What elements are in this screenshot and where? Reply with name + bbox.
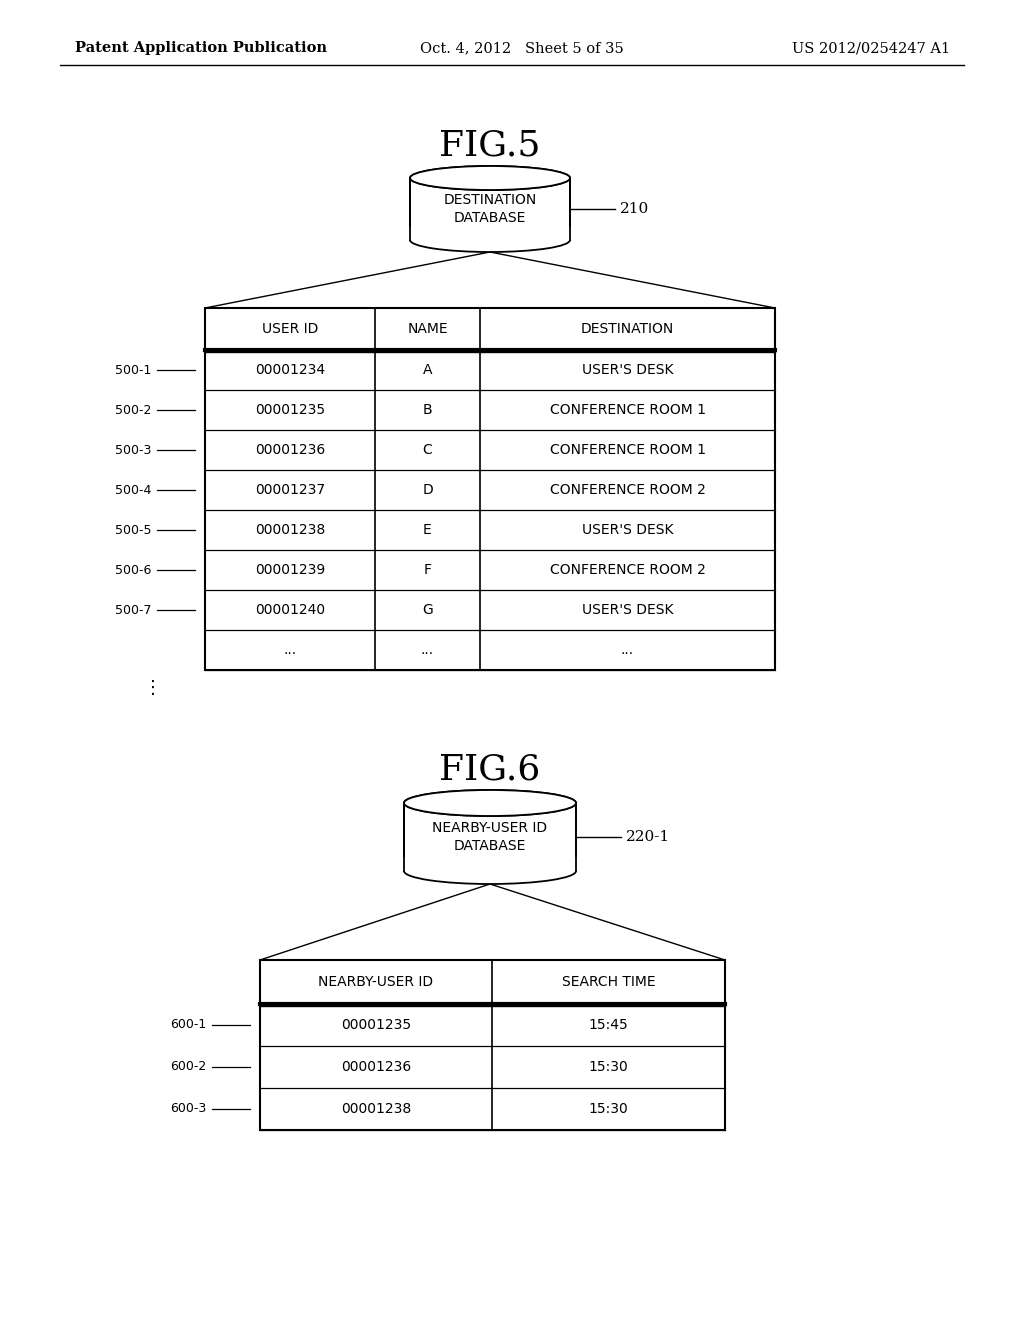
- Text: 500-3: 500-3: [115, 444, 151, 457]
- Text: DESTINATION
DATABASE: DESTINATION DATABASE: [443, 193, 537, 226]
- Text: 00001239: 00001239: [255, 564, 326, 577]
- Bar: [406, 803, 575, 871]
- Text: E: E: [423, 523, 432, 537]
- Text: 500-6: 500-6: [115, 564, 151, 577]
- Text: 00001234: 00001234: [255, 363, 325, 378]
- Bar: [409, 227, 571, 240]
- Text: ...: ...: [421, 643, 434, 657]
- Text: Patent Application Publication: Patent Application Publication: [75, 41, 327, 55]
- Text: NEARBY-USER ID
DATABASE: NEARBY-USER ID DATABASE: [432, 821, 548, 853]
- Text: 15:30: 15:30: [589, 1060, 629, 1074]
- Bar: [205, 308, 775, 671]
- Bar: [403, 857, 577, 871]
- Text: SEARCH TIME: SEARCH TIME: [562, 975, 655, 989]
- Text: 600-1: 600-1: [170, 1019, 206, 1031]
- Text: USER'S DESK: USER'S DESK: [582, 523, 673, 537]
- Text: 00001237: 00001237: [255, 483, 325, 498]
- Text: 00001235: 00001235: [255, 403, 325, 417]
- Ellipse shape: [410, 228, 570, 252]
- Text: 00001236: 00001236: [255, 444, 326, 457]
- Text: FIG.5: FIG.5: [439, 128, 541, 162]
- Text: 500-2: 500-2: [115, 404, 151, 417]
- Text: 15:30: 15:30: [589, 1102, 629, 1115]
- Text: NEARBY-USER ID: NEARBY-USER ID: [318, 975, 433, 989]
- Text: USER'S DESK: USER'S DESK: [582, 603, 673, 616]
- Text: FIG.6: FIG.6: [439, 752, 541, 787]
- Text: 500-7: 500-7: [115, 603, 151, 616]
- Text: 210: 210: [620, 202, 649, 216]
- Text: C: C: [423, 444, 432, 457]
- Text: ⋮: ⋮: [144, 678, 162, 697]
- Text: F: F: [424, 564, 431, 577]
- Text: B: B: [423, 403, 432, 417]
- Text: US 2012/0254247 A1: US 2012/0254247 A1: [792, 41, 950, 55]
- Ellipse shape: [404, 858, 575, 884]
- Text: 500-5: 500-5: [115, 524, 151, 536]
- Text: 220-1: 220-1: [626, 830, 670, 843]
- Text: CONFERENCE ROOM 2: CONFERENCE ROOM 2: [550, 564, 706, 577]
- Text: Oct. 4, 2012   Sheet 5 of 35: Oct. 4, 2012 Sheet 5 of 35: [420, 41, 624, 55]
- Text: 00001238: 00001238: [341, 1102, 411, 1115]
- Text: DESTINATION: DESTINATION: [581, 322, 674, 337]
- Text: D: D: [422, 483, 433, 498]
- Text: ...: ...: [284, 643, 297, 657]
- Ellipse shape: [404, 789, 575, 816]
- Text: CONFERENCE ROOM 1: CONFERENCE ROOM 1: [550, 444, 706, 457]
- Text: USER'S DESK: USER'S DESK: [582, 363, 673, 378]
- Text: 500-1: 500-1: [115, 363, 151, 376]
- Text: ...: ...: [621, 643, 634, 657]
- Bar: [411, 178, 569, 240]
- Text: 00001235: 00001235: [341, 1018, 411, 1032]
- Text: 00001238: 00001238: [255, 523, 326, 537]
- Text: 15:45: 15:45: [589, 1018, 629, 1032]
- Text: CONFERENCE ROOM 2: CONFERENCE ROOM 2: [550, 483, 706, 498]
- Text: USER ID: USER ID: [262, 322, 318, 337]
- Ellipse shape: [410, 166, 570, 190]
- Text: 500-4: 500-4: [115, 483, 151, 496]
- Text: 600-3: 600-3: [170, 1102, 206, 1115]
- Bar: [260, 960, 725, 1130]
- Text: A: A: [423, 363, 432, 378]
- Text: 600-2: 600-2: [170, 1060, 206, 1073]
- Text: CONFERENCE ROOM 1: CONFERENCE ROOM 1: [550, 403, 706, 417]
- Text: 00001236: 00001236: [341, 1060, 411, 1074]
- Text: NAME: NAME: [408, 322, 447, 337]
- Ellipse shape: [410, 166, 570, 190]
- Ellipse shape: [404, 789, 575, 816]
- Text: G: G: [422, 603, 433, 616]
- Text: 00001240: 00001240: [255, 603, 325, 616]
